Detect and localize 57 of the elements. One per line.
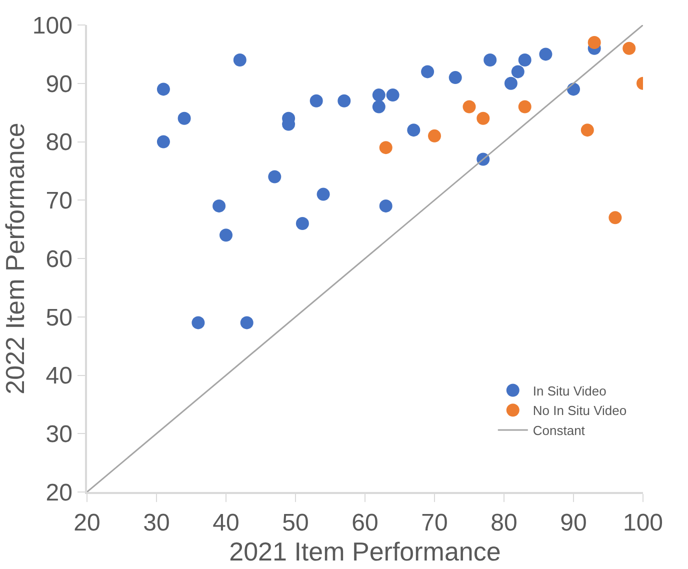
point xyxy=(178,112,191,125)
point xyxy=(407,124,420,137)
y-tick-label: 50 xyxy=(46,304,72,332)
point xyxy=(484,54,497,67)
x-tick-label: 20 xyxy=(74,510,100,537)
point xyxy=(539,48,552,61)
point xyxy=(580,124,594,137)
x-tick-label: 100 xyxy=(622,510,664,537)
point xyxy=(192,316,205,330)
point xyxy=(156,82,170,96)
point xyxy=(379,199,392,212)
y-tick-label: 90 xyxy=(46,70,72,98)
x-tick-label: 90 xyxy=(560,510,587,537)
point xyxy=(518,100,532,114)
point xyxy=(588,36,601,50)
x-tick-label: 40 xyxy=(212,510,240,537)
legend-label: Constant xyxy=(532,423,586,438)
point xyxy=(212,199,226,212)
point xyxy=(372,100,386,114)
point xyxy=(511,65,524,78)
point xyxy=(462,100,476,114)
y-tick-label: 30 xyxy=(46,421,72,448)
y-tick-label: 100 xyxy=(32,12,72,40)
point xyxy=(518,54,532,67)
legend-label: In Situ Video xyxy=(532,383,606,398)
x-tick-label: 50 xyxy=(282,510,309,537)
legend-label: No In Situ Video xyxy=(532,403,627,418)
y-tick-label: 60 xyxy=(46,246,72,273)
point xyxy=(220,228,232,242)
point xyxy=(240,316,254,330)
x-tick-label: 60 xyxy=(352,510,378,537)
point xyxy=(428,129,441,142)
point xyxy=(379,141,392,154)
y-axis-title: 2022 Item Performance xyxy=(0,122,30,394)
point xyxy=(622,42,636,55)
x-axis-title: 2021 Item Performance xyxy=(229,536,501,567)
y-tick-label: 80 xyxy=(46,129,72,156)
point xyxy=(476,112,490,125)
x-tick-label: 30 xyxy=(143,510,170,537)
point xyxy=(421,65,434,78)
point xyxy=(448,71,462,84)
point xyxy=(310,94,323,108)
point xyxy=(608,211,622,224)
point xyxy=(504,76,518,90)
point xyxy=(338,94,351,108)
point xyxy=(386,88,400,102)
point xyxy=(372,88,386,102)
point xyxy=(156,135,170,148)
x-tick-label: 80 xyxy=(490,510,518,537)
point xyxy=(233,54,246,67)
point xyxy=(296,216,309,230)
y-tick-label: 70 xyxy=(46,188,72,215)
point xyxy=(316,188,330,201)
y-tick-label: 40 xyxy=(46,362,72,390)
y-tick-label: 20 xyxy=(46,479,72,506)
point xyxy=(268,170,282,184)
x-tick-label: 70 xyxy=(421,510,448,537)
